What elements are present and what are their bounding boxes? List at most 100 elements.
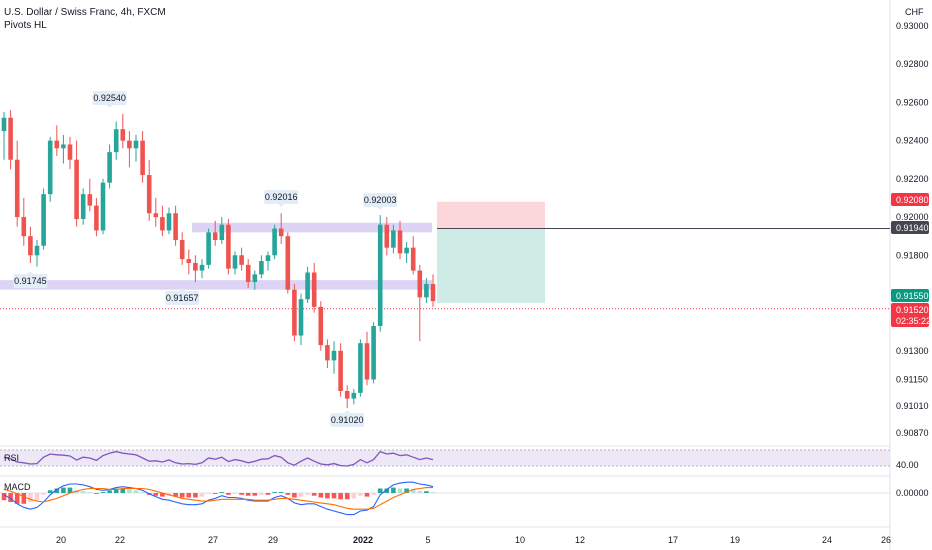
- candle[interactable]: [318, 301, 324, 351]
- countdown-value: 02:35:22: [896, 316, 931, 326]
- candle[interactable]: [344, 385, 350, 409]
- price-zone[interactable]: [192, 222, 432, 233]
- candle[interactable]: [47, 136, 53, 202]
- candle[interactable]: [107, 144, 112, 189]
- candle[interactable]: [74, 140, 79, 227]
- candle[interactable]: [160, 205, 165, 237]
- take-profit-zone[interactable]: [437, 228, 545, 304]
- pivot-label[interactable]: 0.92003: [363, 193, 398, 210]
- candle[interactable]: [8, 110, 13, 170]
- candle[interactable]: [391, 224, 396, 254]
- candle[interactable]: [424, 278, 429, 304]
- price-tick-label: 0.91300: [896, 346, 929, 356]
- candle[interactable]: [305, 266, 310, 304]
- candle[interactable]: [206, 228, 211, 269]
- candle[interactable]: [397, 220, 403, 260]
- candle[interactable]: [212, 220, 218, 246]
- candle[interactable]: [1, 111, 7, 160]
- candle[interactable]: [67, 136, 73, 170]
- candle[interactable]: [259, 255, 264, 279]
- candle[interactable]: [272, 224, 277, 260]
- macd-histogram-bar: [41, 493, 46, 495]
- candle[interactable]: [371, 322, 376, 384]
- candle[interactable]: [292, 283, 297, 342]
- candle[interactable]: [54, 125, 60, 156]
- price-axis[interactable]: CHF 0.93000 0.92800 0.92600 0.92400 0.92200 0…: [896, 7, 929, 438]
- macd-histogram-bar: [67, 487, 73, 493]
- candle[interactable]: [278, 213, 284, 244]
- candle[interactable]: [87, 178, 93, 212]
- time-tick-label: 27: [208, 535, 218, 545]
- candle[interactable]: [384, 217, 390, 256]
- symbol-title[interactable]: U.S. Dollar / Swiss Franc, 4h, FXCM: [4, 7, 166, 18]
- candle[interactable]: [285, 232, 291, 294]
- pivot-label[interactable]: 0.91020: [330, 410, 365, 427]
- candle[interactable]: [338, 343, 343, 397]
- pivot-label[interactable]: 0.91657: [165, 288, 200, 305]
- candle[interactable]: [179, 232, 185, 265]
- pivot-value: 0.91020: [331, 415, 364, 425]
- candle[interactable]: [94, 197, 99, 237]
- macd-histogram-bar: [391, 487, 396, 493]
- price-tick-label: 0.91800: [896, 250, 929, 260]
- candle[interactable]: [153, 197, 159, 227]
- candle[interactable]: [21, 197, 27, 246]
- candle[interactable]: [28, 226, 33, 263]
- macd-histogram-bar: [127, 489, 132, 493]
- signal-line[interactable]: [3, 487, 433, 510]
- candle[interactable]: [325, 339, 330, 369]
- candle[interactable]: [410, 236, 416, 275]
- candle[interactable]: [127, 131, 132, 168]
- candle[interactable]: [245, 259, 251, 288]
- target-price-badge: 0.91550: [891, 289, 929, 302]
- time-axis[interactable]: 20 22 27 29 2022 5 10 12 17 19 24 26: [56, 535, 891, 545]
- candle[interactable]: [113, 121, 119, 160]
- macd-line[interactable]: [3, 481, 434, 516]
- candle[interactable]: [430, 274, 436, 307]
- rsi-line[interactable]: [3, 450, 434, 467]
- candle[interactable]: [146, 159, 152, 221]
- entry-price-value: 0.91940: [896, 223, 929, 233]
- candle[interactable]: [298, 293, 304, 346]
- candle[interactable]: [14, 140, 20, 227]
- candle[interactable]: [311, 262, 317, 313]
- candle[interactable]: [186, 249, 192, 275]
- candle[interactable]: [252, 270, 258, 290]
- candle[interactable]: [34, 240, 40, 267]
- candle[interactable]: [239, 247, 244, 271]
- candle[interactable]: [120, 113, 126, 149]
- pivot-value: 0.91657: [166, 293, 199, 303]
- candle[interactable]: [404, 241, 409, 263]
- candle[interactable]: [173, 205, 178, 246]
- pivot-label[interactable]: 0.92540: [92, 91, 127, 108]
- candle[interactable]: [80, 188, 86, 225]
- candle[interactable]: [226, 218, 231, 275]
- macd-level-label: 0.00000: [896, 488, 929, 498]
- stop-loss-zone[interactable]: [437, 201, 545, 229]
- pivot-label[interactable]: 0.92016: [264, 190, 299, 207]
- candle[interactable]: [199, 259, 205, 279]
- time-tick-label: 17: [668, 535, 678, 545]
- price-zone[interactable]: [0, 280, 432, 290]
- candle[interactable]: [265, 251, 271, 271]
- candle[interactable]: [61, 134, 66, 164]
- candle[interactable]: [100, 178, 106, 235]
- candle[interactable]: [193, 255, 198, 283]
- pivot-value: 0.92003: [364, 195, 397, 205]
- candle[interactable]: [166, 207, 172, 235]
- pivot-label[interactable]: 0.91745: [13, 271, 48, 288]
- candle[interactable]: [358, 339, 363, 397]
- candle[interactable]: [417, 264, 423, 342]
- candle[interactable]: [232, 251, 238, 275]
- indicator-label[interactable]: Pivots HL: [4, 20, 47, 31]
- candle[interactable]: [364, 331, 370, 386]
- candle[interactable]: [41, 188, 46, 250]
- candle[interactable]: [351, 389, 357, 405]
- candle[interactable]: [377, 215, 383, 332]
- candle[interactable]: [219, 217, 225, 244]
- macd-histogram-bar: [212, 493, 218, 494]
- candle[interactable]: [133, 134, 139, 162]
- candle[interactable]: [140, 131, 145, 183]
- candle[interactable]: [331, 341, 337, 374]
